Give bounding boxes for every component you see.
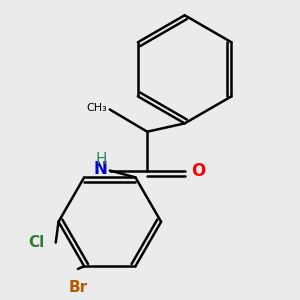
Text: N: N	[93, 160, 107, 178]
Text: Br: Br	[68, 280, 88, 295]
Text: H: H	[95, 152, 107, 167]
Text: CH₃: CH₃	[86, 103, 107, 113]
Text: O: O	[192, 161, 206, 179]
Text: Cl: Cl	[28, 235, 45, 250]
